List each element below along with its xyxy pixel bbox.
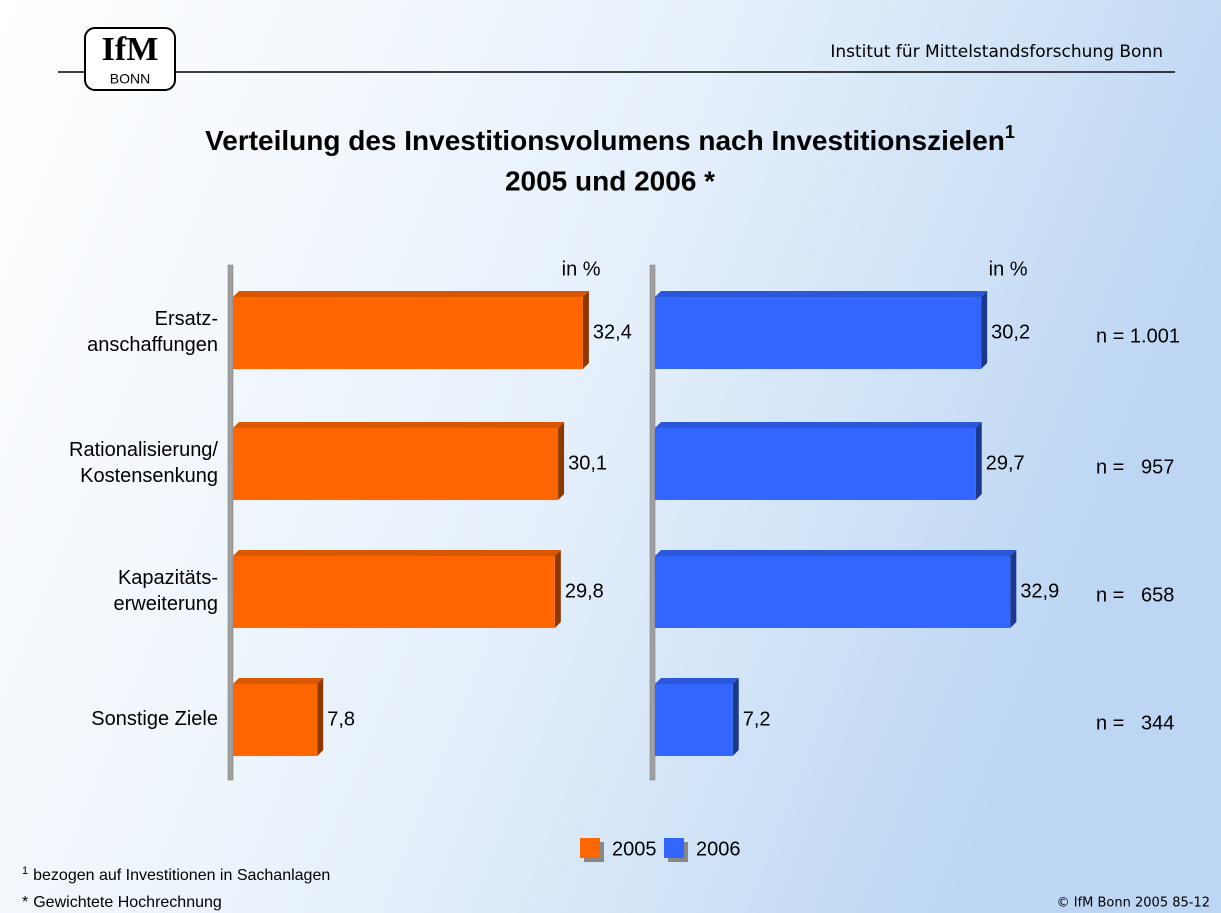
bar-side [554, 550, 561, 628]
bar [655, 556, 1011, 628]
value-label: 30,1 [568, 452, 607, 474]
category-line: Sonstige Ziele [91, 708, 218, 730]
value-label: 7,8 [327, 708, 355, 730]
unit-label: in % [562, 258, 601, 280]
value-label: 32,9 [1020, 580, 1059, 602]
bar-side [981, 291, 988, 369]
sample-size: n = 344 [1096, 712, 1174, 734]
category-line: Kostensenkung [80, 465, 218, 487]
bar-side [975, 422, 982, 500]
legend-label: 2006 [696, 838, 741, 860]
title-text: Verteilung des Investitionsvolumens nach… [205, 125, 1005, 156]
footnote-text: bezogen auf Investitionen in Sachanlagen [33, 867, 330, 884]
legend-swatch [664, 838, 684, 858]
bar-top [655, 291, 988, 297]
bar-top [233, 291, 589, 297]
category-label: Rationalisierung/Kostensenkung [69, 439, 218, 487]
bar [655, 428, 976, 500]
logo-sub: BONN [110, 71, 150, 87]
bar-side [732, 678, 739, 756]
bar [233, 684, 318, 756]
value-label: 32,4 [593, 321, 632, 343]
bar-top [233, 422, 565, 428]
axis-wall [649, 264, 656, 781]
bar [655, 684, 733, 756]
title-note: 1 [1005, 122, 1015, 142]
footnote-mark: * [22, 894, 28, 911]
chart-subtitle: 2005 und 2006 * [505, 165, 715, 196]
footnote: 1 bezogen auf Investitionen in Sachanlage… [22, 865, 330, 884]
bar [233, 556, 555, 628]
axis-wall [227, 264, 234, 781]
value-label: 7,2 [743, 708, 771, 730]
category-line: erweiterung [113, 593, 218, 615]
sample-size: n = 1.001 [1096, 325, 1180, 347]
category-line: anschaffungen [87, 334, 218, 356]
bar-side [1010, 550, 1017, 628]
value-label: 29,8 [565, 580, 604, 602]
bar-top [233, 678, 324, 684]
bar-side [317, 678, 324, 756]
bar-side [582, 291, 589, 369]
footnote-mark: 1 [22, 865, 28, 877]
category-line: Kapazitäts- [118, 567, 218, 589]
sample-size: n = 957 [1096, 456, 1174, 478]
category-label: Kapazitäts-erweiterung [113, 567, 218, 615]
sample-size: n = 658 [1096, 584, 1174, 606]
category-label: Sonstige Ziele [91, 708, 218, 730]
bar [655, 297, 982, 369]
category-line: Rationalisierung/ [69, 439, 218, 461]
bar-top [655, 678, 739, 684]
logo-box [84, 27, 176, 91]
value-label: 29,7 [986, 452, 1025, 474]
category-label: Ersatz-anschaffungen [87, 308, 218, 356]
bar-top [655, 550, 1017, 556]
chart-title: Verteilung des Investitionsvolumens nach… [205, 122, 1015, 157]
logo: IfM [102, 31, 159, 68]
footnote-text: Gewichtete Hochrechnung [33, 894, 222, 911]
legend-swatch [580, 838, 600, 858]
bar-side [558, 422, 565, 500]
bar [233, 428, 559, 500]
bar-top [233, 550, 561, 556]
legend-label: 2005 [612, 838, 657, 860]
value-label: 30,2 [991, 321, 1030, 343]
category-line: Ersatz- [155, 308, 218, 330]
institute: Institut für Mittelstandsforschung Bonn [830, 42, 1163, 62]
unit-label: in % [989, 258, 1028, 280]
copyright: © IfM Bonn 2005 85-12 [1057, 896, 1210, 911]
bar [233, 297, 583, 369]
footnote: * Gewichtete Hochrechnung [22, 894, 222, 911]
bar-top [655, 422, 982, 428]
